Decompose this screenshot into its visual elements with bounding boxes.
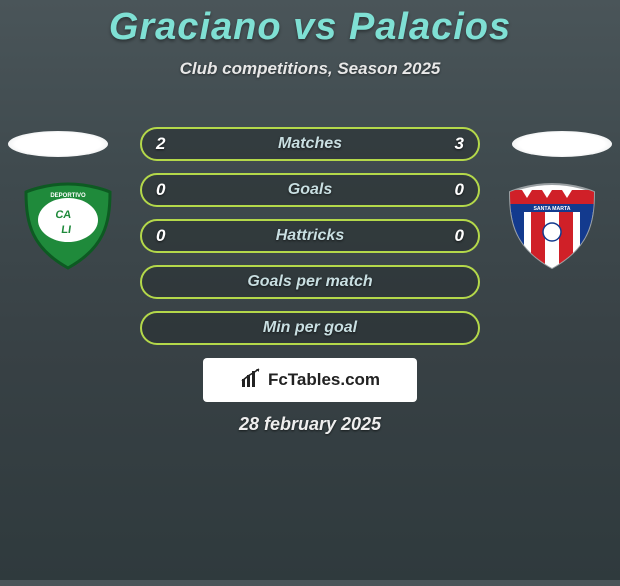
stat-label: Min per goal (263, 319, 357, 337)
stat-row-matches: 2 Matches 3 (140, 127, 480, 161)
stat-right-value: 0 (455, 226, 464, 246)
page-title: Graciano vs Palacios (0, 6, 620, 49)
stat-left-value: 0 (156, 226, 165, 246)
chart-icon (240, 367, 262, 394)
page-subtitle: Club competitions, Season 2025 (0, 59, 620, 79)
player-silhouette-right (512, 131, 612, 157)
player-silhouette-left (8, 131, 108, 157)
svg-text:SANTA MARTA: SANTA MARTA (533, 206, 570, 212)
stat-row-goals-per-match: Goals per match (140, 265, 480, 299)
stat-row-goals: 0 Goals 0 (140, 173, 480, 207)
svg-text:CA: CA (55, 209, 73, 221)
stat-row-min-per-goal: Min per goal (140, 311, 480, 345)
footer-date: 28 february 2025 (0, 414, 620, 435)
stat-row-hattricks: 0 Hattricks 0 (140, 219, 480, 253)
svg-text:LI: LI (61, 224, 72, 236)
stat-right-value: 0 (455, 180, 464, 200)
stats-panel: 2 Matches 3 0 Goals 0 0 Hattricks 0 Goal… (140, 127, 480, 357)
stat-left-value: 0 (156, 180, 165, 200)
stat-right-value: 3 (455, 134, 464, 154)
stat-label: Matches (278, 135, 342, 153)
team-badge-left: CA LI DEPORTIVO (18, 182, 118, 270)
brand-name: FcTables.com (268, 370, 380, 390)
stat-label: Goals (288, 181, 332, 199)
stat-left-value: 2 (156, 134, 165, 154)
stat-label: Hattricks (276, 227, 344, 245)
team-badge-right: SANTA MARTA (502, 182, 602, 270)
svg-text:DEPORTIVO: DEPORTIVO (50, 193, 86, 199)
brand-logo: FcTables.com (203, 358, 417, 402)
stat-label: Goals per match (247, 273, 372, 291)
